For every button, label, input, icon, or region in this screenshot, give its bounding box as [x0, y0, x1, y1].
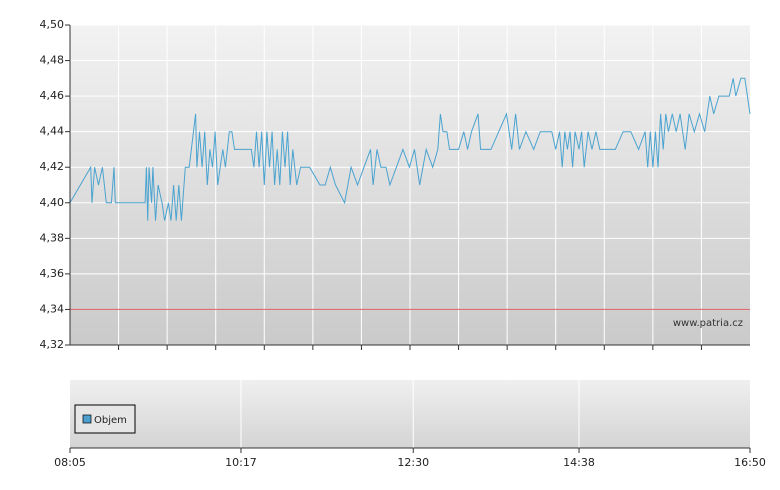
y-tick-label: 4,44: [40, 125, 65, 138]
y-tick-label: 4,36: [40, 267, 65, 280]
y-tick-label: 4,34: [40, 302, 65, 315]
y-tick-label: 4,38: [40, 231, 65, 244]
volume-panel: [70, 380, 750, 448]
y-tick-label: 4,42: [40, 160, 65, 173]
legend-swatch: [82, 414, 92, 424]
y-tick-label: 4,48: [40, 54, 65, 67]
y-tick-label: 4,46: [40, 89, 65, 102]
x-tick-label: 10:17: [225, 456, 257, 469]
y-tick-label: 4,50: [40, 18, 65, 31]
y-tick-label: 4,32: [40, 338, 65, 351]
watermark: www.patria.cz: [673, 318, 743, 329]
x-tick-label: 08:05: [54, 456, 86, 469]
y-tick-label: 4,40: [40, 196, 65, 209]
x-tick-label: 12:30: [397, 456, 429, 469]
legend-label: Objem: [94, 415, 127, 426]
price-line: [69, 77, 751, 221]
x-tick-label: 14:38: [563, 456, 595, 469]
x-tick-label: 16:50: [734, 456, 766, 469]
